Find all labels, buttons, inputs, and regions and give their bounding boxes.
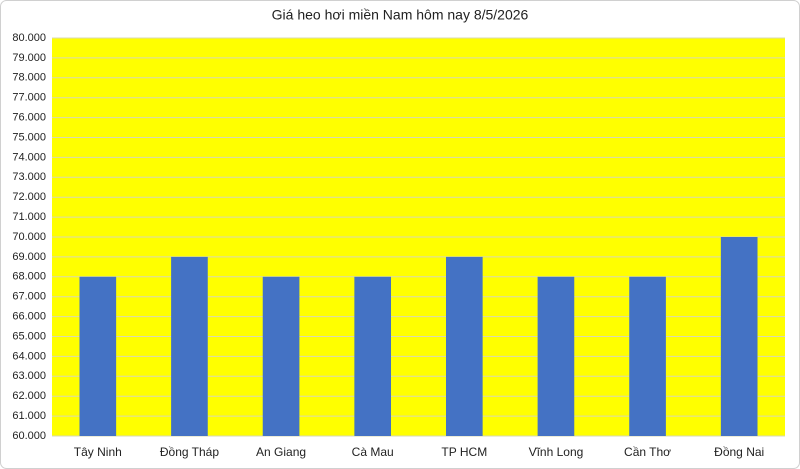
y-tick-label: 74.000 <box>12 151 46 163</box>
y-tick-label: 78.000 <box>12 72 46 84</box>
y-tick-label: 65.000 <box>12 330 46 342</box>
bar <box>720 237 758 436</box>
y-tick-label: 73.000 <box>12 171 46 183</box>
bar <box>445 256 483 436</box>
y-tick-label: 79.000 <box>12 52 46 64</box>
y-tick-label: 63.000 <box>12 370 46 382</box>
y-tick-label: 75.000 <box>12 131 46 143</box>
y-tick-label: 64.000 <box>12 350 46 362</box>
bar <box>629 276 666 436</box>
x-tick-label: Vĩnh Long <box>529 445 584 459</box>
x-tick-label: TP HCM <box>441 445 487 459</box>
y-tick-label: 61.000 <box>12 410 46 422</box>
y-tick-label: 76.000 <box>12 112 46 124</box>
y-tick-label: 70.000 <box>12 231 46 243</box>
x-tick-label: Cà Mau <box>352 445 394 459</box>
bar <box>79 276 117 436</box>
y-tick-label: 66.000 <box>12 311 46 323</box>
y-tick-label: 77.000 <box>12 92 46 104</box>
x-tick-label: An Giang <box>256 445 306 459</box>
bar <box>354 276 392 436</box>
bar <box>262 276 300 436</box>
y-tick-label: 72.000 <box>12 191 46 203</box>
y-tick-label: 67.000 <box>12 291 46 303</box>
chart-title: Giá heo hơi miền Nam hôm nay 8/5/2026 <box>272 7 529 23</box>
x-tick-label: Cần Thơ <box>624 445 671 459</box>
y-tick-label: 68.000 <box>12 271 46 283</box>
y-tick-label: 62.000 <box>12 390 46 402</box>
y-tick-label: 80.000 <box>12 32 46 44</box>
x-tick-label: Đồng Tháp <box>160 445 219 459</box>
x-tick-label: Tây Ninh <box>74 445 122 459</box>
x-tick-label: Đồng Nai <box>714 445 764 459</box>
bar <box>171 256 208 436</box>
y-tick-label: 71.000 <box>12 211 46 223</box>
bar <box>537 276 575 436</box>
y-tick-label: 60.000 <box>12 430 46 442</box>
y-tick-label: 69.000 <box>12 251 46 263</box>
